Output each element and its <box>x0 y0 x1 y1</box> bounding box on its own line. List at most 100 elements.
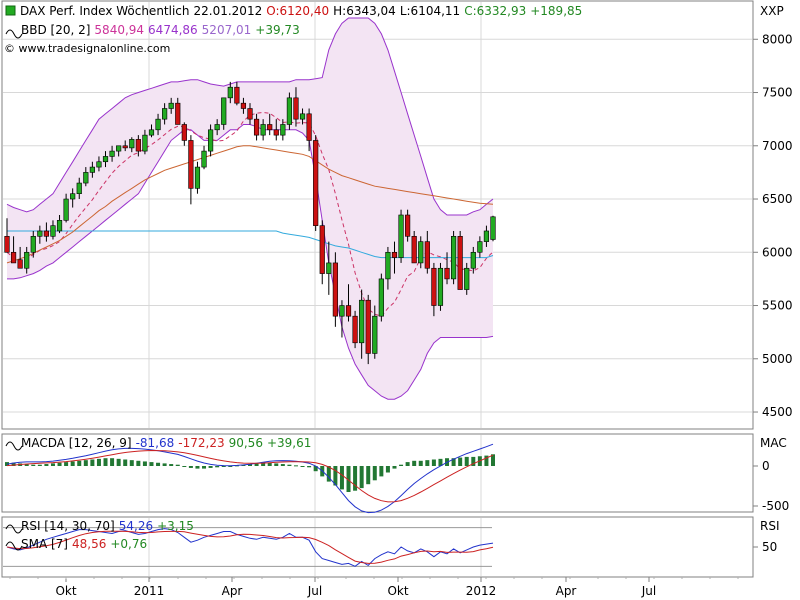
bbd-value-4: +39,73 <box>255 23 299 37</box>
candle-body <box>56 220 63 232</box>
macd-value-2: -172,23 <box>178 436 224 450</box>
candle-body <box>43 230 50 237</box>
macd-bar <box>221 466 226 467</box>
candle-body <box>398 214 404 258</box>
macd-bar <box>399 464 404 466</box>
candle-body <box>490 216 496 240</box>
candle-body <box>30 236 36 253</box>
candle-body <box>411 236 417 264</box>
high-value: H:6343,04 <box>333 4 396 18</box>
macd-bar <box>129 460 134 466</box>
candle-body <box>260 124 266 136</box>
candle-body <box>332 262 338 317</box>
macd-bar <box>195 466 200 469</box>
macd-bar <box>491 454 495 466</box>
candle-body <box>227 86 233 99</box>
price-tick-label: 4500 <box>762 405 793 419</box>
price-tick-label: 6000 <box>762 245 793 259</box>
candle-body <box>168 102 174 109</box>
macd-bar <box>300 466 305 467</box>
candle-body <box>372 315 378 354</box>
time-tick-label: Apr <box>222 584 243 598</box>
candle-body <box>450 236 457 280</box>
rsi-line-icon <box>5 524 23 534</box>
time-tick-label: Okt <box>55 584 76 598</box>
bbd-value-2: 6474,86 <box>148 23 198 37</box>
rsi-sma-line <box>6 530 494 564</box>
header-line: DAX Perf. Index Wöchentlich 22.01.2012 O:6… <box>20 4 582 18</box>
lower-band-line <box>7 124 494 400</box>
macd-bar <box>175 464 180 466</box>
macd-tick-label: -500 <box>762 499 789 513</box>
macd-bar <box>313 466 318 472</box>
watermark: © www.tradesignalonline.com <box>4 42 170 55</box>
ma100-line <box>6 145 494 264</box>
macd-bar <box>188 466 193 468</box>
rsi-label: RSI [14, 30, 70] <box>21 519 115 533</box>
candle-body <box>234 86 240 104</box>
macd-bar <box>405 462 410 466</box>
time-axis: Okt 2011 Apr Jul Okt 2012 Apr Jul <box>2 576 753 598</box>
candle-body <box>280 124 286 136</box>
macd-bar <box>267 462 272 466</box>
macd-label: MACDA [12, 26, 9] <box>21 436 132 450</box>
bollinger-bands <box>6 17 494 400</box>
macd-bar <box>31 464 36 466</box>
macd-bar <box>326 466 331 482</box>
macd-bar <box>339 466 344 490</box>
macd-bar <box>57 462 62 466</box>
macd-bar <box>50 463 55 466</box>
bbd-line-icon <box>5 29 23 39</box>
ticker-label: XXP <box>760 4 784 18</box>
macd-tag: MAC <box>760 436 787 450</box>
sma-value-2: +0,76 <box>110 537 147 551</box>
macd-bar <box>215 466 220 468</box>
open-value: O:6120,40 <box>266 4 329 18</box>
candle-body <box>359 299 365 344</box>
candle-body <box>365 299 371 354</box>
candle-body <box>175 102 181 125</box>
price-tick-label: 8000 <box>762 32 793 46</box>
price-tick-label: 7000 <box>762 139 793 153</box>
candle-body <box>214 124 220 131</box>
macd-bar <box>261 462 266 466</box>
macd-signal-line <box>6 449 494 503</box>
header-up-icon <box>5 5 16 16</box>
macd-bar <box>333 466 338 486</box>
macd-bar <box>90 459 95 466</box>
macd-panel-frame <box>1 433 754 513</box>
candle-body <box>63 198 69 221</box>
macd-bar <box>77 460 82 466</box>
macd-bar <box>83 460 88 466</box>
candle-body <box>405 214 411 237</box>
candle-body <box>267 124 273 131</box>
candle-body <box>89 166 95 173</box>
candle-body <box>483 230 490 242</box>
candle-body <box>37 230 43 237</box>
change-value: +189,85 <box>530 4 582 18</box>
bbd-legend: BBD [20, 2] 5840,94 6474,86 5207,01 +39,73 <box>21 23 300 37</box>
macd-bar <box>11 462 16 466</box>
candle-body <box>162 108 168 120</box>
candle-body <box>142 134 148 152</box>
candle-body <box>4 236 10 253</box>
macd-bar <box>385 466 390 473</box>
candle-body <box>24 251 30 269</box>
upper-band-line <box>6 17 494 216</box>
sma-line-icon <box>5 541 23 551</box>
candle-body <box>96 161 102 168</box>
time-tick-label: Apr <box>556 584 577 598</box>
candle-body <box>293 97 299 120</box>
macd-bar <box>116 458 121 466</box>
macd-bar <box>142 461 147 466</box>
macd-bar <box>24 464 29 466</box>
candle-body <box>464 267 470 290</box>
candle-body <box>273 129 279 136</box>
macd-value-3: 90,56 <box>229 436 263 450</box>
macd-bar <box>392 466 397 469</box>
candle-body <box>437 267 444 306</box>
macd-bar <box>110 458 115 466</box>
macd-bar <box>208 466 213 468</box>
macd-bar <box>96 458 101 466</box>
candle-body <box>155 118 161 131</box>
